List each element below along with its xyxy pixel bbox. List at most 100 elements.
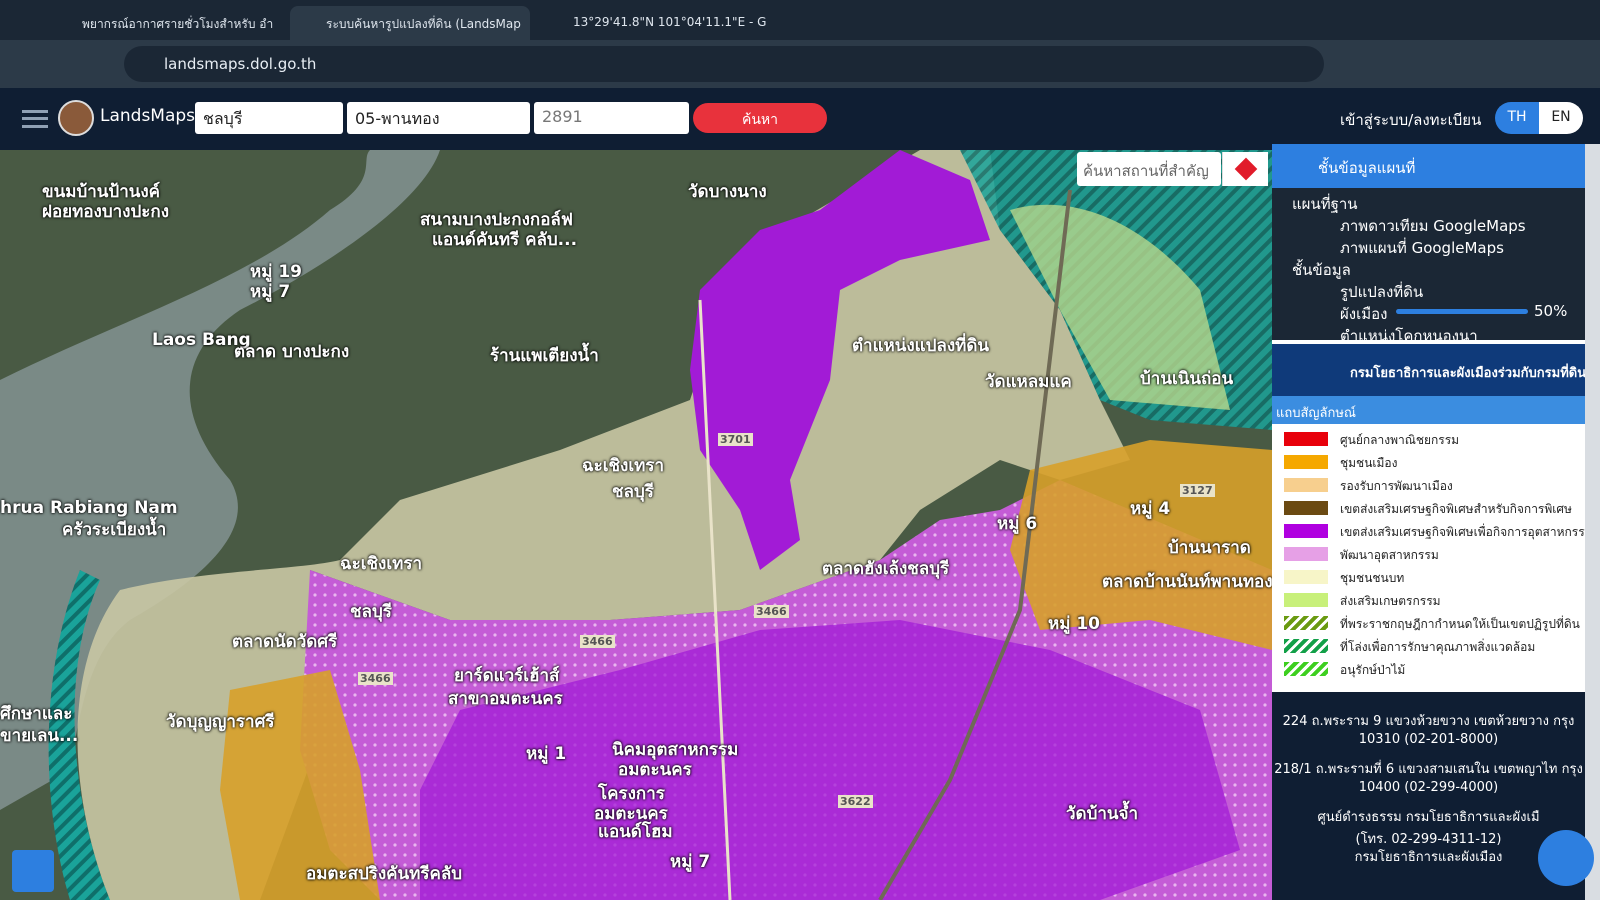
tab[interactable]: พยากรณ์อากาศรายชั่วโมงสำหรับ อำ [82,17,274,31]
lang-en[interactable]: EN [1539,102,1583,134]
map-label: บ้านนาราด [1168,538,1251,558]
agency-banner: กรมโยธาธิการและผังเมืองร่วมกับกรมที่ดิน [1272,344,1585,396]
district-select[interactable]: 05-พานทอง [347,102,530,134]
address-bar: landsmaps.dol.go.th [0,40,1600,88]
legend-swatch [1284,570,1328,584]
app-header: LandsMaps ชลบุรี 05-พานทอง 2891 ค้นหา เข… [0,88,1600,150]
tab[interactable]: ระบบค้นหารูปแปลงที่ดิน (LandsMap [290,6,530,40]
layer-option[interactable]: ตำแหน่งโคกหนองนา [1340,327,1478,345]
map-label: อมตะนคร [594,804,668,824]
footer-line: กรมโยธาธิการและผังเมือง [1354,850,1503,865]
legend-swatch [1284,593,1328,607]
tab[interactable]: 13°29'41.8"N 101°04'11.1"E - G [573,15,767,29]
map[interactable]: ค้นหาสถานที่สำคัญ ขนมบ้านป้านงค์ ฝอยทองบา… [0,150,1272,900]
basemap-option[interactable]: ภาพแผนที่ GoogleMaps [1340,239,1504,257]
map-label: 3466 [358,672,393,685]
legend-label: ที่พระราชกฤษฎีกากำหนดให้เป็นเขตปฏิรูปที่… [1340,617,1580,631]
map-label: ตลาด บางปะกง [234,342,350,362]
footer-line: ศูนย์ดำรงธรรม กรมโยธาธิการและผังเมื [1317,810,1540,825]
url-field[interactable]: landsmaps.dol.go.th [124,46,1324,82]
map-label: บ้านเนินถ่อน [1140,369,1234,389]
map-label: วัดบ้านจ้ำ [1066,804,1139,824]
legend-label: เขตส่งเสริมเศรษฐกิจพิเศษสำหรับกิจการพิเศ… [1340,502,1572,516]
footer: 224 ถ.พระราม 9 แขวงห้วยขวาง เขตห้วยขวาง … [1272,692,1585,900]
map-label: หมู่ 4 [1130,499,1171,519]
map-label: สนามบางปะกงกอล์ฟ [420,210,573,230]
brand: LandsMaps [100,106,196,126]
basemap-option[interactable]: ภาพดาวเทียม GoogleMaps [1340,217,1526,235]
legend-title: แถบสัญลักษณ์ [1272,396,1585,424]
map-label: ศึกษาและ [0,704,73,724]
search-button[interactable]: ค้นหา [693,103,827,133]
legend-swatch [1284,432,1328,446]
map-label: 3127 [1180,484,1215,497]
zone-industrial-sez [420,620,1240,900]
map-label: Laos Bang [152,330,251,350]
footer-line: (โทร. 02-299-4311-12) [1355,832,1502,847]
footer-line: 10310 (02-201-8000) [1358,732,1499,747]
road [698,299,732,900]
map-label: หมู่ 7 [250,282,291,302]
map-label: ฝอยทองบางปะกง [42,202,170,222]
layer-option[interactable]: รูปแปลงที่ดิน [1340,283,1424,301]
panel-title: ชั้นข้อมูลแผนที่ [1272,144,1585,188]
opacity-value: 50% [1534,302,1568,320]
layers-heading: ชั้นข้อมูล [1292,261,1351,279]
lang-th[interactable]: TH [1495,102,1539,134]
opacity-slider[interactable] [1396,309,1528,314]
map-label: ร้านแพเตียงน้ำ [490,346,599,366]
menu-bar [22,117,48,120]
map-label: ชลบุรี [350,602,392,622]
parcel-input[interactable]: 2891 [534,102,689,134]
measure-tool[interactable] [12,850,54,892]
map-label: วัดบุญญาราศรี [166,712,275,732]
zone-agri [1010,204,1230,410]
map-label: อมตะสปริงคันทรีคลับ [306,864,463,884]
zone-hatch [48,570,110,900]
legend-label: ส่งเสริมเกษตรกรรม [1340,594,1441,608]
login-link[interactable]: เข้าสู่ระบบ/ลงทะเบียน [1340,111,1482,129]
legend: ศูนย์กลางพาณิชยกรรม ชุมชนเมือง รองรับการพั… [1272,424,1585,692]
scrollbar[interactable] [1585,144,1600,900]
legend-swatch [1284,547,1328,561]
legend-label: ศูนย์กลางพาณิชยกรรม [1340,433,1460,447]
province-select[interactable]: ชลบุรี [195,102,343,134]
layer-option[interactable]: ผังเมือง [1340,305,1388,323]
zone-urban [220,670,380,900]
tab-bar: พยากรณ์อากาศรายชั่วโมงสำหรับ อำ ระบบค้นหา… [0,0,1600,40]
legend-swatch [1284,524,1328,538]
legend-swatch [1284,662,1328,676]
map-label: นิคมอุตสาหกรรม [612,740,739,760]
map-label: ตำแหน่งแปลงที่ดิน [852,336,990,356]
map-label: วัดบางนาง [688,182,767,202]
map-label: ตลาดนัดวัดศรี [232,632,338,652]
legend-swatch [1284,639,1328,653]
map-label: หมู่ 7 [670,852,711,872]
legend-swatch [1284,478,1328,492]
map-label: อมตะนคร [618,760,692,780]
map-label: ฉะเชิงเทรา [582,456,665,476]
map-label: ฉะเชิงเทรา [340,554,423,574]
zone-rural [77,150,1130,900]
chat-button[interactable] [1538,830,1594,886]
legend-label: อนุรักษ์ป่าไม้ [1340,663,1406,677]
map-label: ขนมบ้านป้านงค์ [42,182,161,202]
menu-button[interactable] [22,110,48,128]
place-search[interactable]: ค้นหาสถานที่สำคัญ [1077,152,1221,186]
river [0,150,440,810]
footer-line: 224 ถ.พระราม 9 แขวงห้วยขวาง เขตห้วยขวาง … [1282,714,1575,729]
map-label: วัดแหลมแค [985,372,1072,392]
map-label: หมู่ 19 [250,262,302,282]
map-label: ครัวระเบียงน้ำ [62,520,167,540]
footer-line: 218/1 ถ.พระรามที่ 6 แขวงสามเสนใน เขตพญาไ… [1274,762,1583,777]
map-label: ขายเลน... [0,726,79,746]
legend-label: เขตส่งเสริมเศรษฐกิจพิเศษเพื่อกิจการอุตสา… [1340,525,1585,539]
railway [878,189,1072,900]
map-label: hrua Rabiang Nam [0,498,178,518]
map-label: 3466 [754,605,789,618]
map-label: ตลาดฮังเล้งชลบุรี [822,559,950,579]
footer-line: 10400 (02-299-4000) [1358,780,1499,795]
layer-toggle[interactable] [1222,152,1268,186]
map-label: 3701 [718,433,753,446]
